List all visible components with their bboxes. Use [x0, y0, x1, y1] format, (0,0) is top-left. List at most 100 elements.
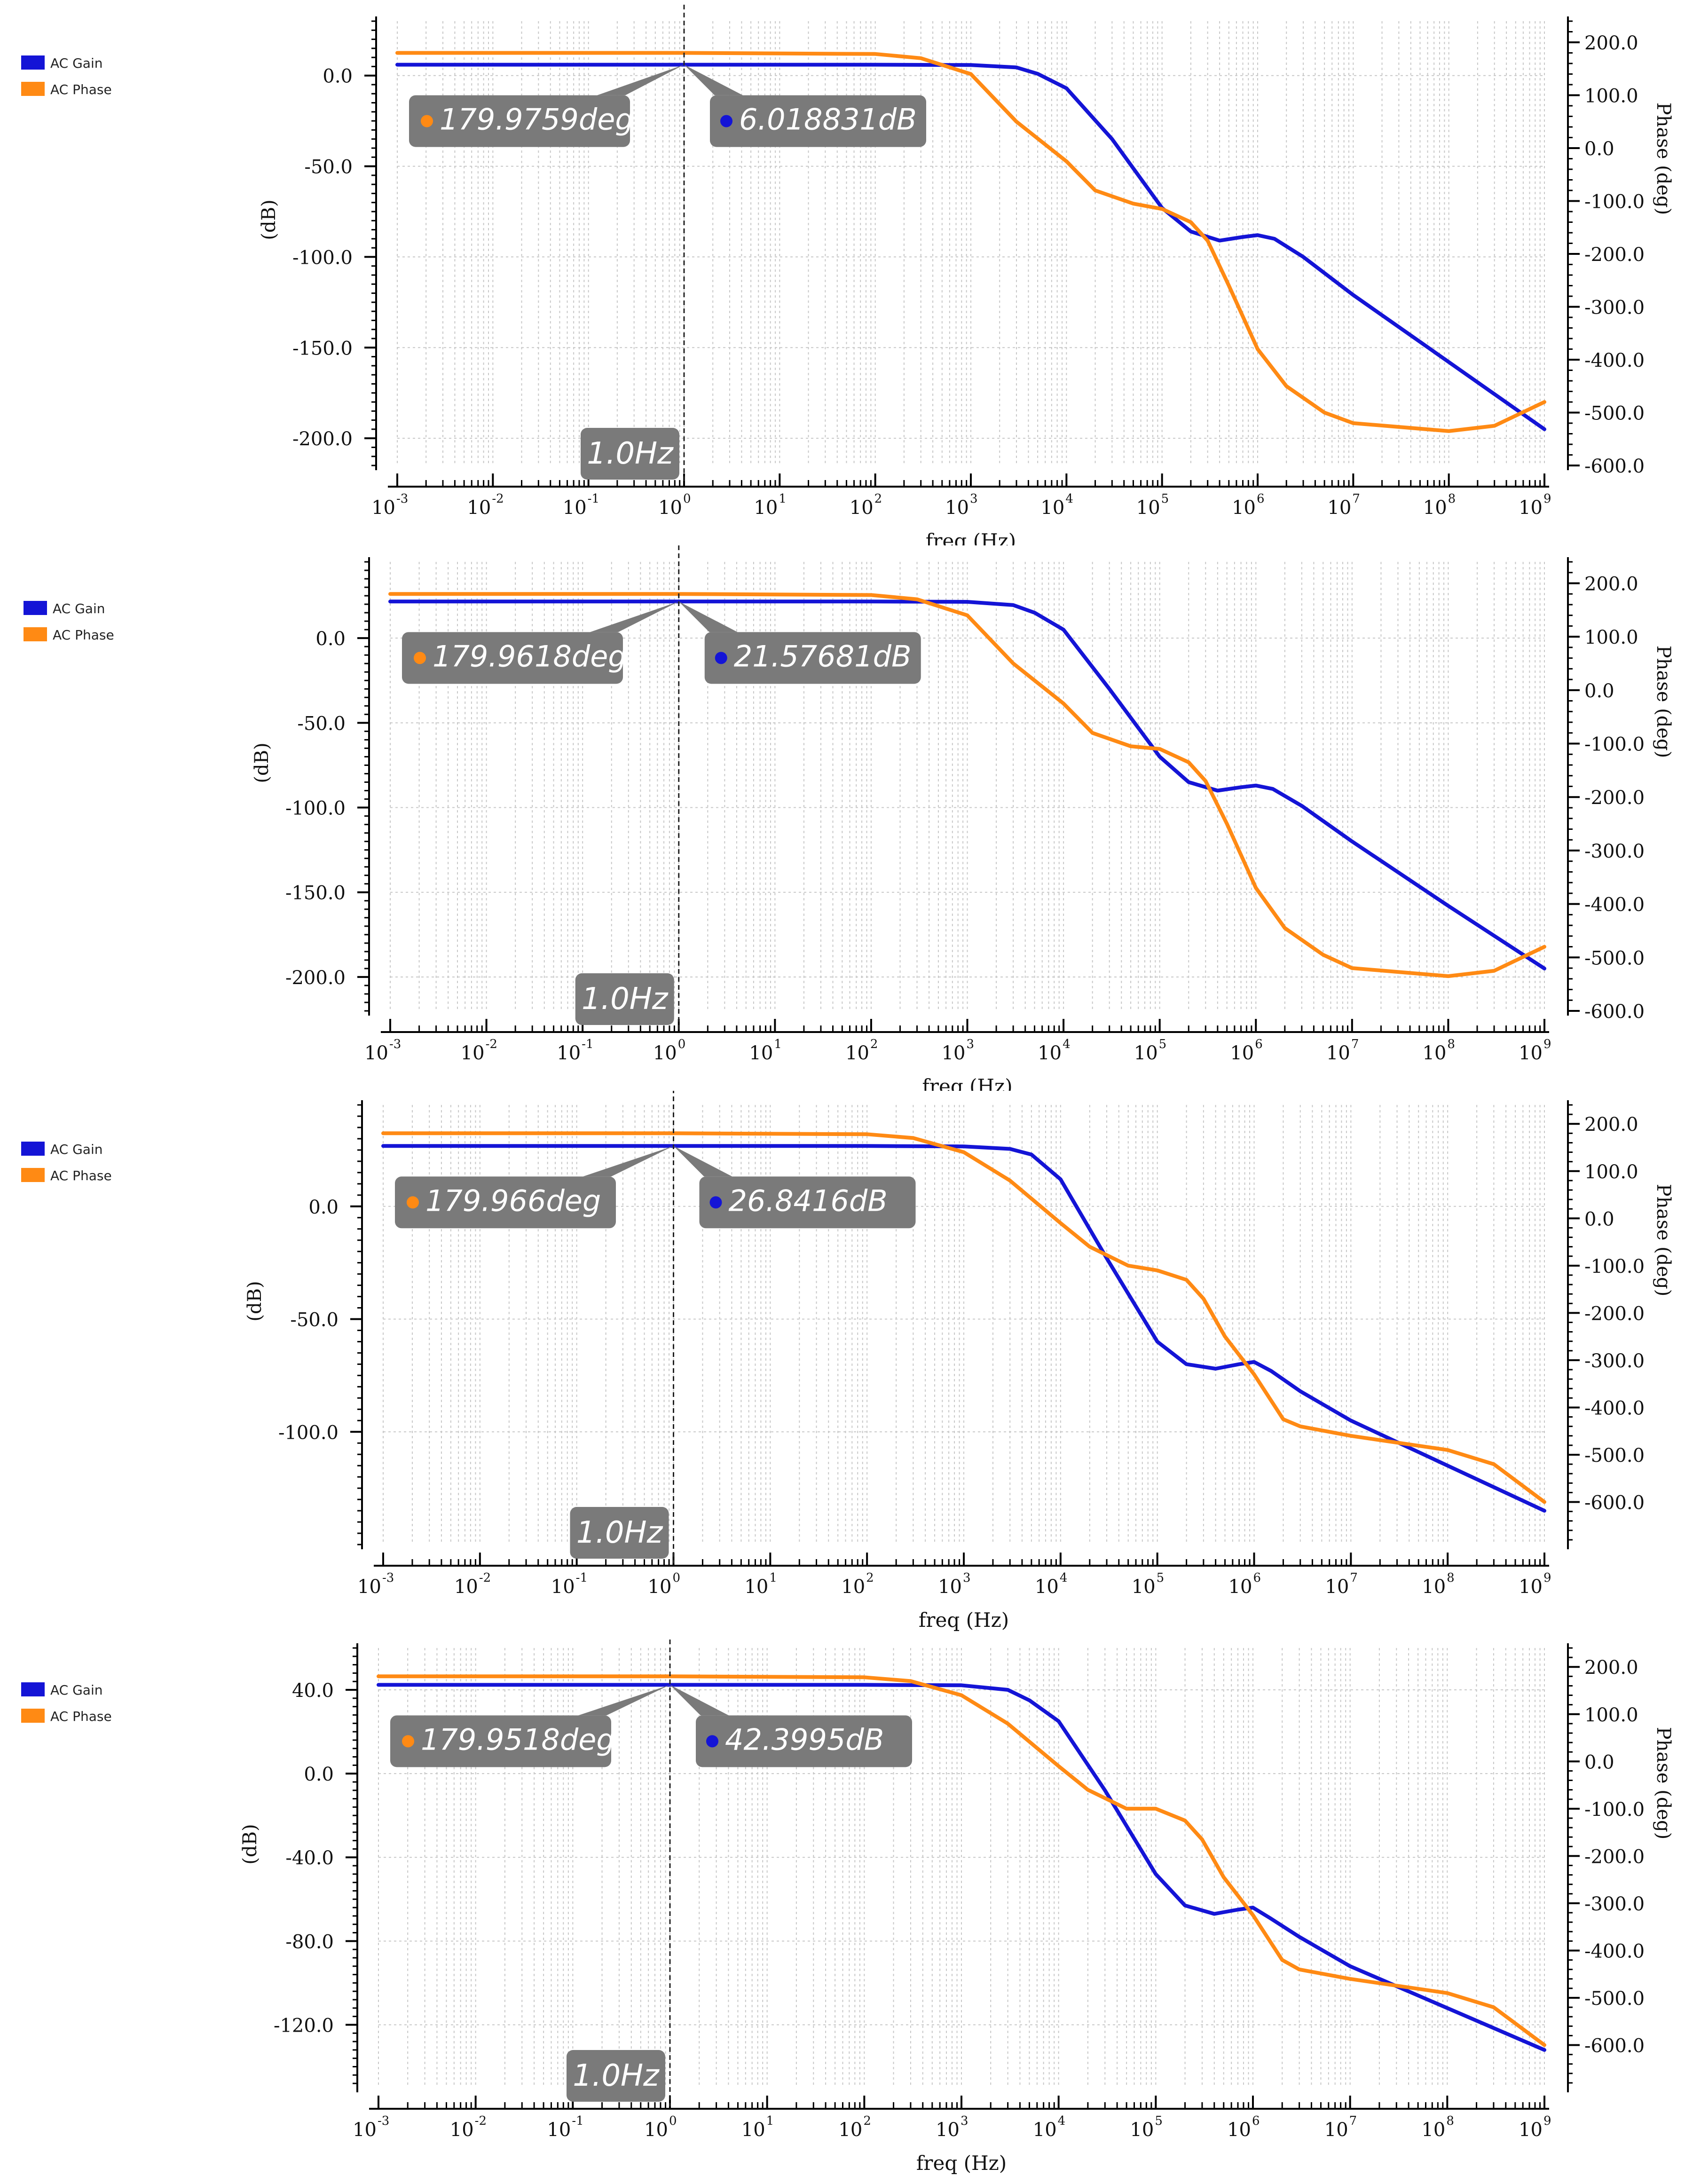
- grid: [397, 21, 1545, 465]
- y-tick-label: -150.0: [292, 338, 353, 359]
- y-tick-label: -150.0: [285, 883, 346, 904]
- y2-tick-label: 100.0: [1584, 1704, 1638, 1726]
- x-tick-exponent: 4: [1060, 1571, 1068, 1585]
- phase-marker-dot: [414, 652, 426, 664]
- phase-marker-box[interactable]: [395, 1176, 616, 1229]
- x-tick-exponent: -3: [378, 2114, 389, 2128]
- y-axis-label: (dB): [258, 199, 280, 240]
- cursor-freq-box[interactable]: [575, 973, 674, 1025]
- x-tick-label: 10: [845, 1042, 869, 1064]
- x-tick-exponent: -3: [382, 1571, 394, 1585]
- y2-tick-label: 200.0: [1584, 1114, 1638, 1135]
- x-tick-exponent: 3: [961, 2114, 968, 2128]
- grid: [390, 562, 1545, 1011]
- gain-marker-box[interactable]: [710, 95, 926, 147]
- x-tick-label: 10: [1326, 1042, 1350, 1064]
- y-axis-left: [364, 16, 377, 470]
- y2-tick-label: -500.0: [1584, 947, 1645, 969]
- x-axis-label: freq (Hz): [926, 529, 1016, 545]
- x-tick-exponent: 5: [1155, 2114, 1163, 2128]
- y2-tick-label: -500.0: [1584, 1988, 1645, 2010]
- legend-gain-label: AC Gain: [50, 1682, 103, 1698]
- y2-tick-label: -300.0: [1584, 1893, 1645, 1915]
- x-tick-label: 10: [1033, 2119, 1057, 2141]
- gain-marker-box[interactable]: [699, 1176, 916, 1229]
- phase-marker-box[interactable]: [402, 632, 623, 684]
- cursor-freq-label: 1.0Hz: [573, 2058, 660, 2093]
- y-axis-label: (dB): [239, 1824, 261, 1864]
- x-tick-label: 10: [653, 1042, 677, 1064]
- gain-marker-box[interactable]: [696, 1715, 912, 1767]
- gain-marker-pointer: [678, 601, 738, 632]
- x-tick-label: 10: [454, 1576, 478, 1598]
- legend-gain-swatch: [21, 55, 45, 70]
- y2-tick-label: 0.0: [1584, 1208, 1614, 1230]
- x-tick-label: 10: [1136, 497, 1160, 519]
- y-tick-label: -40.0: [285, 1847, 334, 1869]
- x-tick-exponent: 7: [1349, 2114, 1357, 2128]
- series-ac-gain: [388, 599, 1546, 970]
- phase-marker-pointer: [597, 64, 684, 95]
- y-axis-right: [1567, 1100, 1580, 1549]
- x-tick-exponent: 7: [1351, 1037, 1359, 1051]
- cursor-freq-box[interactable]: [570, 1507, 669, 1559]
- legend: AC Gain AC Phase: [21, 1682, 112, 1724]
- y-tick-label: -50.0: [297, 713, 346, 734]
- y2-tick-label: -200.0: [1584, 787, 1645, 809]
- phase-marker-box[interactable]: [409, 95, 630, 147]
- x-tick-exponent: 9: [1543, 492, 1551, 506]
- x-tick-label: 10: [551, 1576, 575, 1598]
- x-tick-label: 10: [1228, 1576, 1252, 1598]
- x-tick-label: 10: [1324, 2119, 1348, 2141]
- x-tick-exponent: 6: [1257, 492, 1265, 506]
- legend-phase-swatch: [21, 1168, 45, 1182]
- x-tick-label: 10: [353, 2119, 377, 2141]
- y-tick-label: -200.0: [285, 967, 346, 989]
- x-tick-label: 10: [371, 497, 395, 519]
- x-tick-exponent: 7: [1350, 1571, 1358, 1585]
- x-tick-label: 10: [1038, 1042, 1062, 1064]
- phase-marker-box[interactable]: [390, 1715, 611, 1767]
- legend-gain-swatch: [21, 1142, 45, 1156]
- x-tick-exponent: 4: [1058, 2114, 1066, 2128]
- y2-tick-label: -200.0: [1584, 244, 1645, 266]
- cursor-freq-label: 1.0Hz: [582, 982, 669, 1017]
- x-tick-exponent: 5: [1157, 1571, 1165, 1585]
- x-tick-label: 10: [648, 1576, 672, 1598]
- x-tick-label: 10: [1423, 497, 1447, 519]
- y-tick-label: -100.0: [292, 247, 353, 268]
- x-axis: [374, 1553, 1549, 1567]
- cursor-freq-box[interactable]: [581, 428, 679, 480]
- legend: AC Gain AC Phase: [24, 601, 114, 643]
- gain-marker-value: 21.57681dB: [734, 639, 912, 673]
- x-tick-label: 10: [563, 497, 587, 519]
- x-tick-exponent: 1: [779, 492, 787, 506]
- x-axis-label: freq (Hz): [916, 2152, 1007, 2175]
- legend-phase-label: AC Phase: [53, 627, 114, 643]
- x-axis: [388, 473, 1549, 488]
- gain-marker-box[interactable]: [704, 632, 921, 684]
- y-tick-label: 0.0: [308, 1197, 339, 1218]
- gain-marker-dot: [709, 1196, 722, 1209]
- y2-tick-label: -200.0: [1584, 1846, 1645, 1868]
- x-tick-exponent: -2: [492, 492, 504, 506]
- x-tick-label: 10: [450, 2119, 474, 2141]
- gain-marker-value: 26.8416dB: [729, 1183, 888, 1218]
- phase-marker-value: 179.9518deg: [421, 1722, 615, 1757]
- x-tick-label: 10: [942, 1042, 966, 1064]
- x-tick-exponent: -1: [572, 2114, 583, 2128]
- y2-tick-label: 0.0: [1584, 680, 1614, 702]
- x-tick-label: 10: [1423, 1042, 1447, 1064]
- cursor-freq-label: 1.0Hz: [587, 436, 674, 471]
- x-tick-exponent: 7: [1352, 492, 1360, 506]
- x-tick-exponent: 0: [673, 1571, 681, 1585]
- x-tick-label: 10: [658, 497, 682, 519]
- y2-tick-label: -200.0: [1584, 1303, 1645, 1325]
- y2-tick-label: -100.0: [1584, 191, 1645, 213]
- x-tick-exponent: 6: [1252, 2114, 1260, 2128]
- x-tick-exponent: 9: [1543, 1571, 1551, 1585]
- x-tick-exponent: 2: [866, 1571, 874, 1585]
- cursor-freq-box[interactable]: [567, 2050, 665, 2102]
- cursor-freq-label: 1.0Hz: [576, 1515, 663, 1550]
